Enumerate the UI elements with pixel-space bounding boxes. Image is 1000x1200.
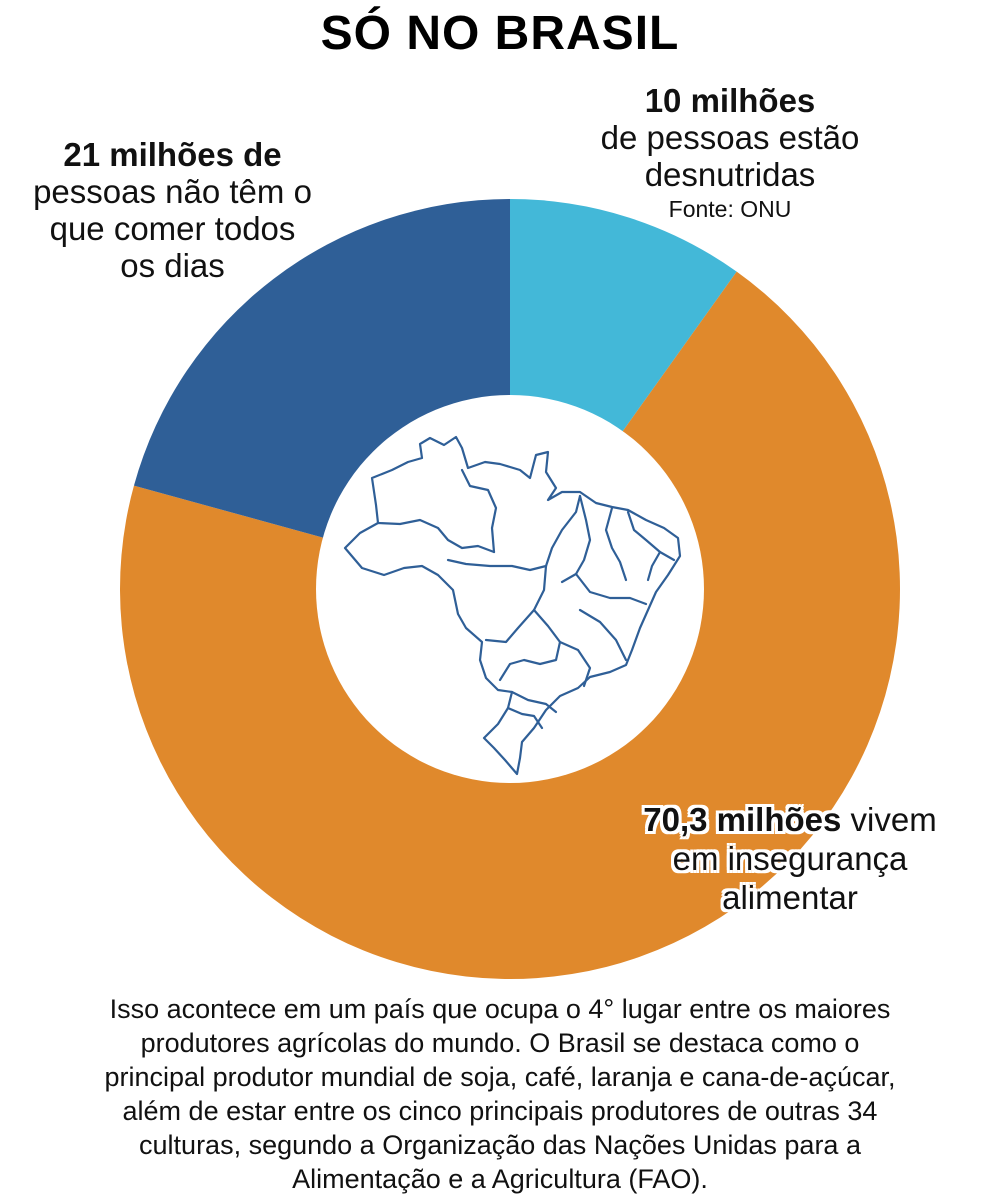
slice-label-text: desnutridas [644,156,816,193]
slice-label-value: 70,3 milhões [643,801,842,838]
slice-label-text: os dias [120,247,225,284]
slice-label-value: 10 milhões [644,82,816,119]
slice-label-text: alimentar [722,879,858,916]
slice-label-21-milhoes: 21 milhões de pessoas não têm o que come… [0,136,345,284]
source-note: Fonte: ONU [668,196,792,222]
slice-label-value: 21 milhões de [63,136,282,173]
footer-line: produtores agrícolas do mundo. O Brasil … [140,1028,860,1058]
footer-line: além de estar entre os cinco principais … [122,1096,878,1126]
slice-label-text: pessoas não têm o [33,173,312,210]
footer-line: principal produtor mundial de soja, café… [104,1062,896,1092]
slice-label-10-milhoes: 10 milhões de pessoas estão desnutridas … [560,82,900,223]
footer-paragraph: Isso acontece em um país que ocupa o 4° … [10,992,990,1196]
footer-line: Alimentação e a Agricultura (FAO). [292,1164,708,1194]
footer-line: Isso acontece em um país que ocupa o 4° … [109,994,891,1024]
page-title: SÓ NO BRASIL [320,7,680,60]
slice-label-text: que comer todos [49,210,296,247]
slice-label-text: vivem [841,801,937,838]
slice-label-text: de pessoas estão [600,119,860,156]
brazil-map-icon [343,435,682,776]
slice-label-text: em insegurança [672,840,908,877]
footer-line: culturas, segundo a Organização das Naçõ… [139,1130,861,1160]
slice-label-70-milhoes: 70,3 milhões vivem em insegurança alimen… [600,800,980,917]
